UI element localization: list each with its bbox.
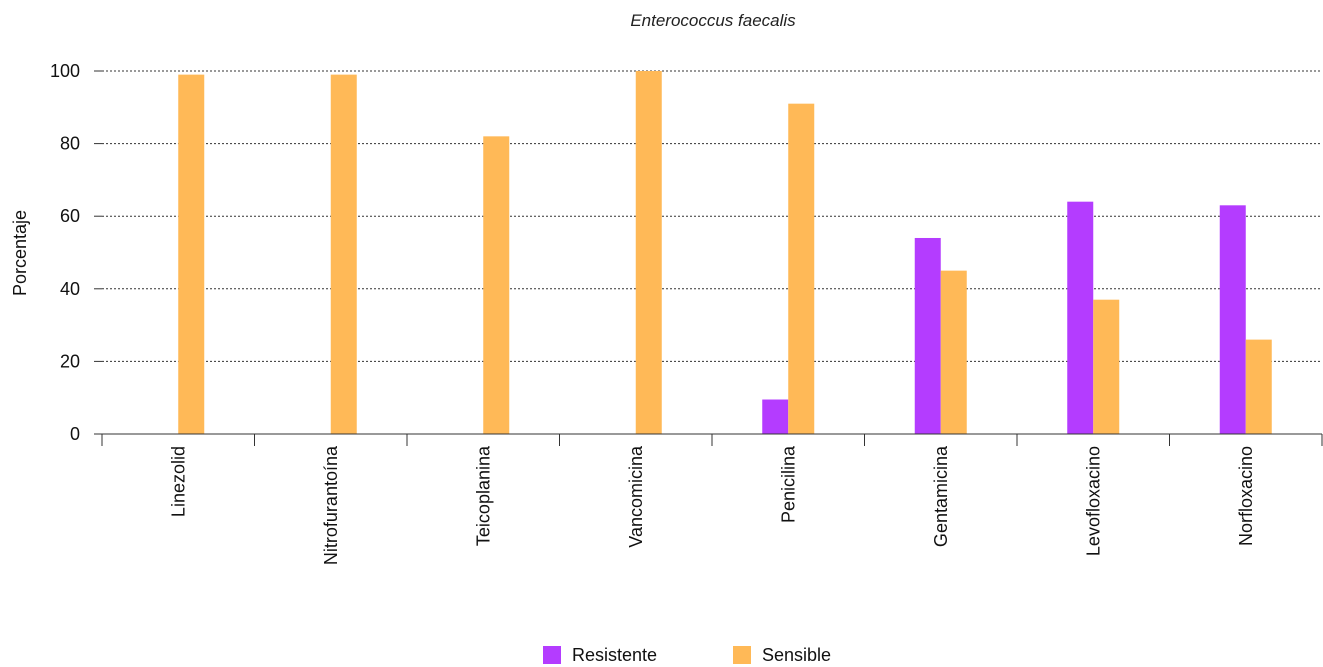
gridlines <box>102 70 1322 362</box>
bar-sensible-6 <box>940 270 967 434</box>
x-tick-label: Linezolid <box>168 446 188 517</box>
x-tick-label: Nitrofurantoína <box>321 445 341 565</box>
bar-resistente-7 <box>1067 201 1094 434</box>
bar-sensible-4 <box>635 71 662 434</box>
y-tick-label: 80 <box>60 134 80 154</box>
bar-resistente-5 <box>762 399 789 434</box>
bars <box>178 71 1272 435</box>
y-tick-label: 20 <box>60 351 80 371</box>
y-tick-label: 0 <box>70 424 80 444</box>
bar-sensible-3 <box>483 136 510 434</box>
legend-label-resistente: Resistente <box>572 645 657 665</box>
bar-sensible-1 <box>178 74 205 434</box>
y-tick-label: 60 <box>60 206 80 226</box>
y-tick-label: 100 <box>50 61 80 81</box>
x-tick-label: Norfloxacino <box>1236 446 1256 546</box>
y-axis-ticks: 0 20 40 60 80 100 <box>50 61 102 444</box>
bar-sensible-2 <box>330 74 357 434</box>
x-tick-label: Vancomicina <box>626 445 646 548</box>
x-tick-label: Gentamicina <box>931 445 951 547</box>
chart-title: Enterococcus faecalis <box>630 11 796 30</box>
x-tick-label: Penicilina <box>778 445 798 523</box>
bar-sensible-5 <box>788 103 815 435</box>
legend: Resistente Sensible <box>543 645 831 665</box>
bar-sensible-7 <box>1093 299 1120 434</box>
bar-sensible-8 <box>1245 339 1272 434</box>
y-tick-label: 40 <box>60 279 80 299</box>
x-tick-label: Teicoplanina <box>473 445 493 546</box>
bar-resistente-6 <box>914 237 941 434</box>
bar-resistente-8 <box>1219 205 1246 434</box>
x-axis: Linezolid Nitrofurantoína Teicoplanina Vanc… <box>101 433 1323 565</box>
legend-swatch-sensible <box>733 646 751 664</box>
x-tick-label: Levofloxacino <box>1083 446 1103 556</box>
legend-label-sensible: Sensible <box>762 645 831 665</box>
legend-swatch-resistente <box>543 646 561 664</box>
y-axis-label: Porcentaje <box>10 210 30 296</box>
